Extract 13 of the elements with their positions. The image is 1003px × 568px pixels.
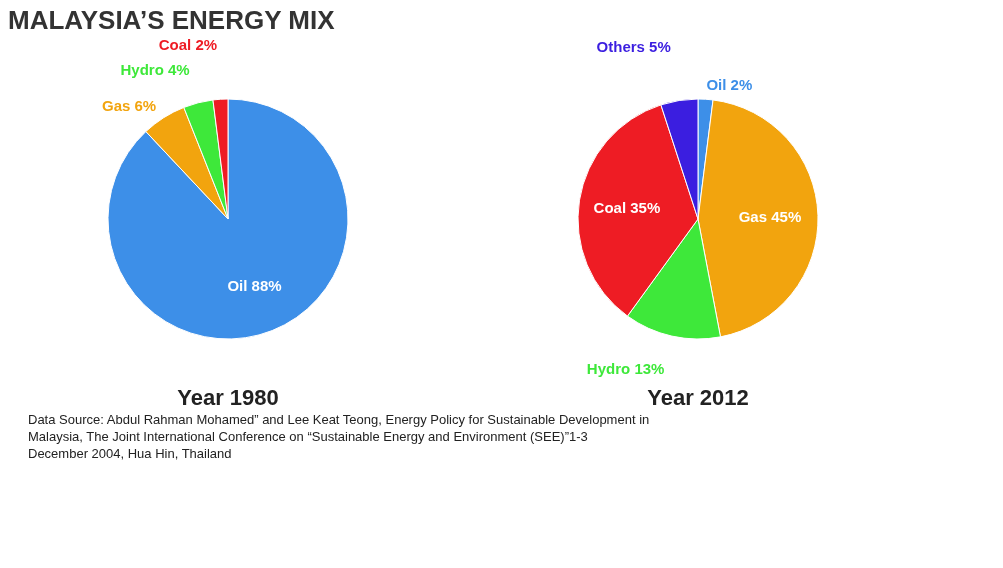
text: Year 2012	[647, 385, 749, 410]
slice-label: Gas 45%	[738, 207, 802, 225]
slice-label: Coal 2%	[158, 36, 218, 54]
chart-title: MALAYSIA’S ENERGY MIX	[8, 5, 336, 36]
slice-label: Oil 2%	[706, 76, 753, 94]
slice-label: Coal 35%	[593, 198, 661, 216]
slice-label: Oil 88%	[227, 276, 282, 294]
text: Year 1980	[177, 385, 279, 410]
slice-label: Hydro 4%	[120, 60, 190, 78]
slice-label: Hydro 13%	[586, 360, 665, 378]
slice-label: Others 5%	[596, 38, 671, 56]
slice-label: Gas 6%	[102, 96, 157, 114]
source-note: Data Source: Abdul Rahman Mohamed” and Lee Keat Teong, Energy Policy for Sustainable Development in Malaysia, The Joint International Conference on “Sustainable Energy and Environment (SEE)”1-3 December 2004, Hua Hin, Thailand	[28, 412, 650, 461]
